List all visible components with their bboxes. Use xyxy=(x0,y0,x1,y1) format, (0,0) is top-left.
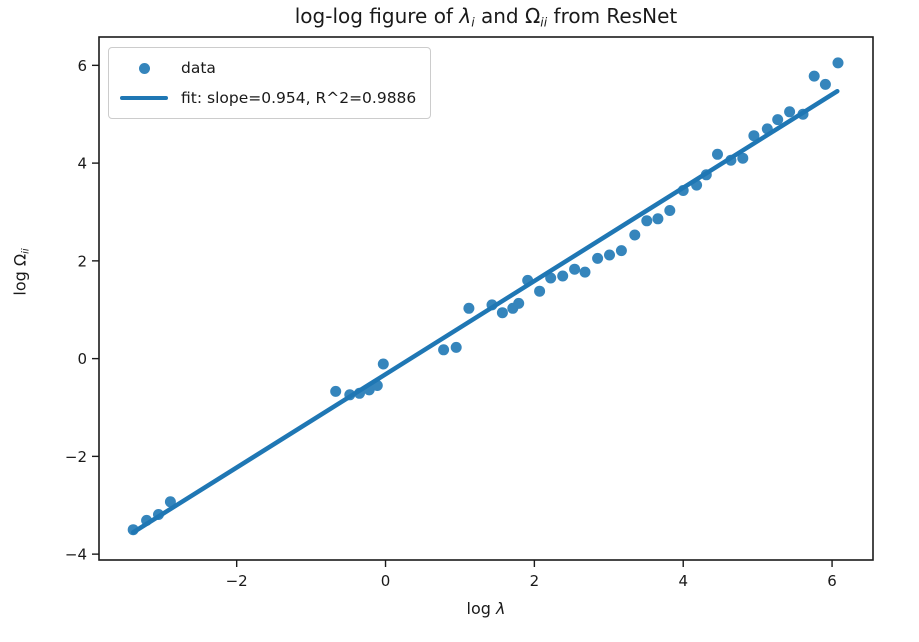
axis-ticks: −2 0 2 4 6 −4 −2 0 2 4 6 xyxy=(65,57,837,590)
x-tick-label: −2 xyxy=(226,572,248,590)
scatter-point xyxy=(712,148,723,160)
axes-frame xyxy=(98,36,874,561)
fit-line-series xyxy=(130,88,840,535)
y-tick-label: −4 xyxy=(65,546,87,564)
scatter-point xyxy=(832,57,844,69)
y-tick-label: 2 xyxy=(77,252,87,270)
scatter-point xyxy=(615,245,627,257)
x-tick-label: 0 xyxy=(381,572,391,590)
scatter-point xyxy=(784,106,796,118)
scatter-point xyxy=(557,270,569,282)
x-tick-label: 2 xyxy=(530,572,540,590)
y-tick-label: 0 xyxy=(77,350,87,368)
y-tick-label: 4 xyxy=(77,155,87,173)
scatter-point xyxy=(513,297,525,309)
x-tick-label: 6 xyxy=(827,572,837,590)
scatter-point xyxy=(641,215,653,227)
legend-handle-fit xyxy=(119,95,169,101)
lambda-symbol: λ xyxy=(459,4,472,28)
x-tick-label: 4 xyxy=(678,572,688,590)
title-text-middle: and xyxy=(474,4,525,28)
title-text: log-log figure of xyxy=(294,4,460,28)
legend: data fit: slope=0.954, R^2=0.9886 xyxy=(108,47,432,119)
omega-symbol: Ω xyxy=(524,4,541,28)
scatter-point xyxy=(545,272,557,284)
xlabel-lambda-symbol: λ xyxy=(496,599,506,618)
scatter-point xyxy=(534,285,546,297)
scatter-point xyxy=(330,385,342,397)
legend-row-fit: fit: slope=0.954, R^2=0.9886 xyxy=(119,86,416,110)
chart-title: log-log figure of λi and Ωii from ResNet xyxy=(99,4,873,29)
scatter-point xyxy=(592,252,604,264)
scatter-point xyxy=(496,307,508,319)
line-marker-icon xyxy=(120,95,168,101)
scatter-point xyxy=(629,229,641,241)
scatter-point xyxy=(664,205,676,216)
xlabel-text: log xyxy=(466,599,496,618)
scatter-point xyxy=(737,152,749,164)
y-tick-label: 6 xyxy=(77,57,87,75)
legend-label-fit: fit: slope=0.954, R^2=0.9886 xyxy=(181,89,417,107)
scatter-point xyxy=(819,78,831,90)
scatter-point xyxy=(652,213,664,225)
scatter-point xyxy=(438,344,450,356)
scatter-point xyxy=(450,341,462,353)
omega-subscript: ii xyxy=(540,14,548,30)
scatter-marker-icon xyxy=(138,62,150,74)
legend-label-data: data xyxy=(181,59,216,77)
scatter-point xyxy=(772,114,784,126)
scatter-point xyxy=(748,130,760,142)
scatter-point xyxy=(463,302,475,314)
scatter-point xyxy=(579,266,591,278)
legend-row-data: data xyxy=(119,56,416,80)
x-axis-label: log λ xyxy=(99,599,873,618)
scatter-point xyxy=(164,496,176,508)
scatter-point xyxy=(808,70,820,82)
y-tick-label: −2 xyxy=(65,448,87,466)
legend-handle-data xyxy=(119,62,169,74)
title-text-suffix: from ResNet xyxy=(547,4,678,28)
lambda-subscript: i xyxy=(471,14,475,30)
scatter-point xyxy=(377,358,389,370)
scatter-point xyxy=(569,263,581,275)
scatter-series xyxy=(127,57,844,536)
scatter-point xyxy=(604,249,615,261)
fit-line xyxy=(130,88,840,535)
